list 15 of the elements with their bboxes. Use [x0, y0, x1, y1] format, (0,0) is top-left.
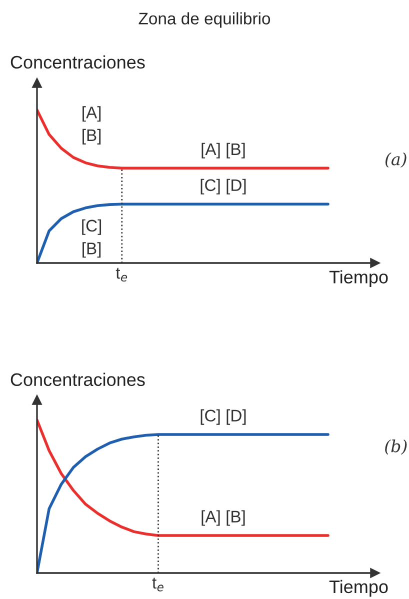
annotation: [A] [B]	[82, 106, 101, 144]
text: t$_{e}$	[152, 578, 164, 592]
text: t$_{e}$	[116, 268, 128, 282]
annotation: [C] [B]	[82, 219, 102, 258]
x-axis-title: Tiempo	[329, 580, 388, 597]
x-axis-title: Tiempo	[329, 270, 388, 288]
series-label: [A] [B]	[202, 142, 245, 158]
y-axis-title: Concentraciones	[10, 372, 145, 386]
text: (b)	[385, 439, 407, 455]
series-label: [A] [B]	[202, 510, 245, 526]
series-label: [C] [D]	[200, 409, 246, 425]
series-label: [C] [D]	[200, 178, 246, 194]
y-axis-title: Concentraciones	[10, 55, 145, 69]
chart-title: Zona de equilibrio	[138, 12, 270, 28]
text: (a)	[385, 152, 406, 168]
